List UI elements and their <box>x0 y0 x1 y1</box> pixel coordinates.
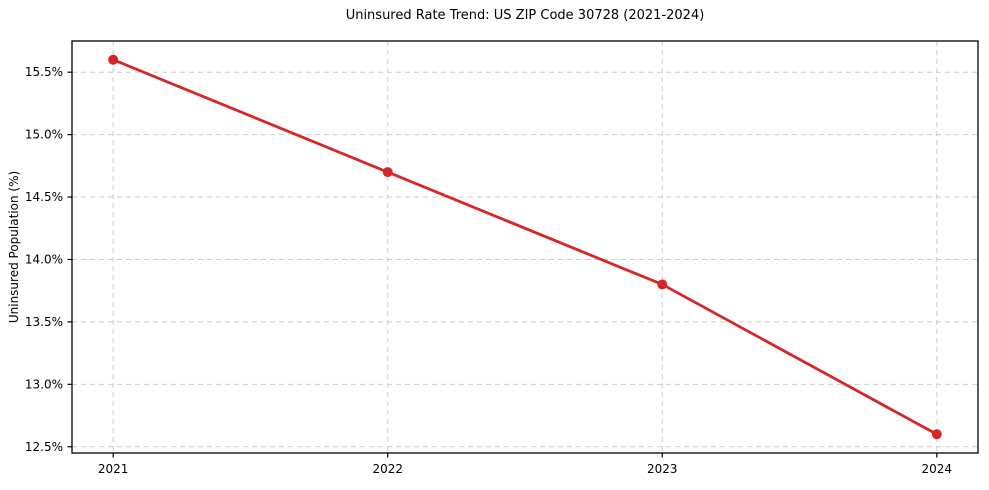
plot-border <box>71 40 979 454</box>
data-point-marker <box>382 167 393 178</box>
x-tick-label: 2024 <box>922 462 953 476</box>
y-tick-label: 12.5% <box>25 440 63 454</box>
x-tick-label: 2021 <box>98 462 129 476</box>
x-tick-label: 2022 <box>372 462 403 476</box>
x-tick-label: 2023 <box>647 462 678 476</box>
chart-title: Uninsured Rate Trend: US ZIP Code 30728 … <box>345 8 705 23</box>
data-point-marker <box>657 279 668 290</box>
y-tick-label: 13.0% <box>25 377 63 391</box>
y-tick-label: 15.0% <box>25 128 63 142</box>
y-tick-label: 15.5% <box>25 65 63 79</box>
data-point-marker <box>108 54 119 65</box>
trend-line <box>111 58 939 436</box>
y-tick-label: 13.5% <box>25 315 63 329</box>
y-tick-label: 14.0% <box>25 252 63 266</box>
data-point-marker <box>931 429 942 440</box>
y-tick-label: 14.5% <box>25 190 63 204</box>
